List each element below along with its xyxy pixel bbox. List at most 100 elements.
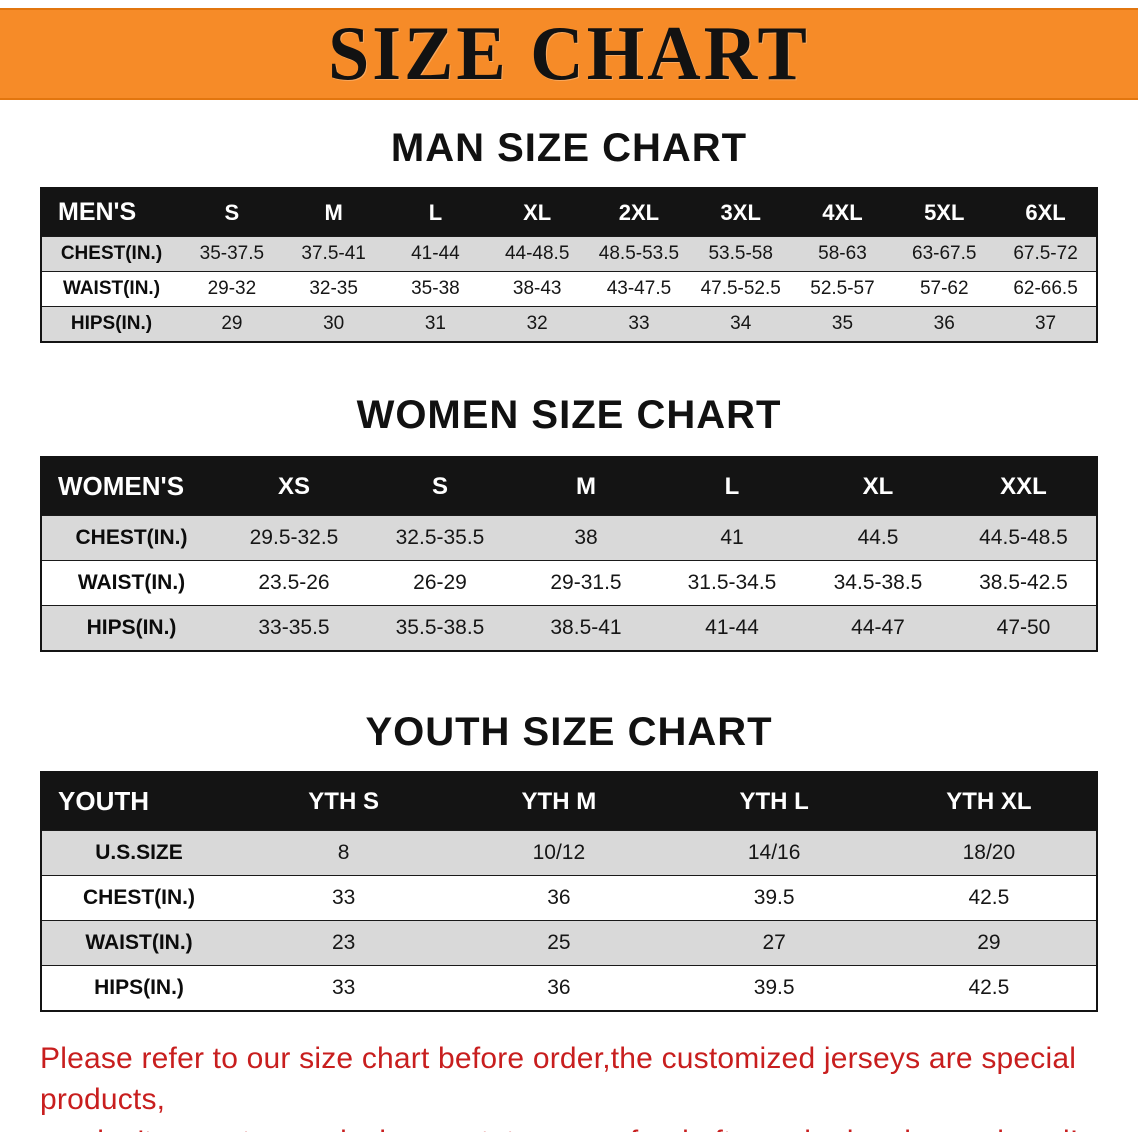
size-value: 38.5-41 (513, 605, 659, 651)
size-value: 37.5-41 (282, 236, 385, 272)
size-value: 23 (236, 920, 452, 966)
size-column-header: M (324, 199, 343, 225)
size-value: 35-37.5 (181, 236, 283, 272)
youth-size-table: YOUTH YTH S YTH M YTH L YTH XL U.S.SIZE 8 10/1… (40, 771, 1098, 1012)
size-value: 39.5 (666, 965, 882, 1011)
size-value: 34 (689, 306, 792, 342)
women-size-section: WOMEN SIZE CHART WOMEN'S XS S M L XL XXL CHEST… (0, 393, 1138, 652)
size-value: 44.5 (805, 515, 951, 561)
youth-size-section: YOUTH SIZE CHART YOUTH YTH S YTH M YTH L YTH… (0, 710, 1138, 1012)
men-size-section: MAN SIZE CHART MEN'S S M L XL 2XL 3XL 4XL 5XL 6XL… (0, 126, 1138, 343)
measurement-row: WAIST(IN.) 29-32 32-35 35-38 38-43 43-47.5 47.… (41, 271, 1097, 307)
size-column-header: XS (277, 472, 310, 500)
row-label: WAIST(IN.) (41, 560, 221, 606)
youth-section-heading: YOUTH SIZE CHART (365, 710, 773, 754)
size-value: 53.5-58 (689, 236, 792, 272)
size-value: 52.5-57 (791, 271, 894, 307)
size-column-header: 2XL (618, 199, 660, 225)
size-value: 47-50 (951, 605, 1097, 651)
policy-line-2: we don't accept cancel, change, teturn o… (40, 1121, 1098, 1132)
size-value: 39.5 (666, 875, 882, 921)
size-value: 36 (893, 306, 996, 342)
table-header-row: WOMEN'S XS S M L XL XXL (41, 457, 1097, 516)
table-corner-label: YOUTH (58, 786, 149, 816)
size-value: 32-35 (282, 271, 385, 307)
size-column-header: XXL (1000, 472, 1047, 500)
row-label: U.S.SIZE (41, 830, 236, 876)
size-value: 36 (451, 965, 667, 1011)
measurement-row: HIPS(IN.) 33 36 39.5 42.5 (41, 965, 1097, 1011)
row-label: CHEST(IN.) (41, 875, 236, 921)
size-column-header: 4XL (822, 199, 863, 225)
size-value: 30 (282, 306, 385, 342)
size-value: 33 (236, 965, 452, 1011)
size-value: 41 (659, 515, 805, 561)
women-section-heading: WOMEN SIZE CHART (356, 393, 782, 437)
size-value: 33 (236, 875, 452, 921)
size-value: 35.5-38.5 (367, 605, 513, 651)
size-value: 42.5 (881, 965, 1097, 1011)
size-value: 58-63 (791, 236, 894, 272)
size-value: 32 (486, 306, 589, 342)
size-value: 48.5-53.5 (588, 236, 690, 272)
size-value: 43-47.5 (588, 271, 690, 307)
size-value: 25 (451, 920, 667, 966)
row-label: WAIST(IN.) (41, 271, 181, 307)
table-header-row: YOUTH YTH S YTH M YTH L YTH XL (41, 772, 1097, 831)
size-column-header: L (724, 472, 740, 500)
size-value: 14/16 (666, 830, 882, 876)
measurement-row: U.S.SIZE 8 10/12 14/16 18/20 (41, 830, 1097, 876)
size-column-header: S (431, 472, 448, 500)
size-value: 67.5-72 (995, 236, 1097, 272)
size-value: 26-29 (367, 560, 513, 606)
size-value: 38.5-42.5 (951, 560, 1097, 606)
size-value: 57-62 (893, 271, 996, 307)
measurement-row: HIPS(IN.) 29 30 31 32 33 34 35 36 37 (41, 306, 1097, 342)
row-label: HIPS(IN.) (41, 605, 221, 651)
measurement-row: HIPS(IN.) 33-35.5 35.5-38.5 38.5-41 41-44 44-… (41, 605, 1097, 651)
size-value: 31 (384, 306, 487, 342)
size-column-header: 3XL (720, 199, 761, 225)
size-value: 8 (236, 830, 452, 876)
women-size-table: WOMEN'S XS S M L XL XXL CHEST(IN.) 29.5-32.5 32.… (40, 456, 1098, 652)
row-label: HIPS(IN.) (41, 965, 236, 1011)
row-label: CHEST(IN.) (41, 515, 221, 561)
size-column-header: YTH M (521, 787, 597, 815)
size-value: 32.5-35.5 (367, 515, 513, 561)
size-value: 29 (181, 306, 283, 342)
size-value: 41-44 (659, 605, 805, 651)
row-label: CHEST(IN.) (41, 236, 181, 272)
size-value: 29.5-32.5 (221, 515, 367, 561)
men-section-heading: MAN SIZE CHART (390, 126, 748, 170)
size-column-header: YTH XL (946, 787, 1032, 815)
men-size-table: MEN'S S M L XL 2XL 3XL 4XL 5XL 6XL CHEST(IN.) 35-3… (40, 187, 1098, 343)
size-value: 38 (513, 515, 659, 561)
size-value: 35-38 (384, 271, 487, 307)
size-column-header: L (428, 199, 443, 225)
size-value: 27 (666, 920, 882, 966)
table-corner-label: MEN'S (58, 198, 137, 226)
size-value: 33-35.5 (221, 605, 367, 651)
row-label: HIPS(IN.) (41, 306, 181, 342)
size-value: 63-67.5 (893, 236, 996, 272)
table-header-row: MEN'S S M L XL 2XL 3XL 4XL 5XL 6XL (41, 188, 1097, 237)
measurement-row: CHEST(IN.) 33 36 39.5 42.5 (41, 875, 1097, 921)
size-column-header: YTH L (739, 787, 809, 815)
size-chart-banner: SIZE CHART (0, 8, 1138, 100)
size-value: 36 (451, 875, 667, 921)
measurement-row: CHEST(IN.) 35-37.5 37.5-41 41-44 44-48.5 48.5… (41, 236, 1097, 272)
banner-title: SIZE CHART (328, 10, 810, 97)
size-column-header: 6XL (1025, 199, 1066, 225)
size-value: 62-66.5 (995, 271, 1097, 307)
size-value: 44-47 (805, 605, 951, 651)
size-value: 47.5-52.5 (689, 271, 792, 307)
row-label: WAIST(IN.) (41, 920, 236, 966)
size-value: 41-44 (384, 236, 487, 272)
size-value: 35 (791, 306, 894, 342)
measurement-row: CHEST(IN.) 29.5-32.5 32.5-35.5 38 41 44.5 44.5… (41, 515, 1097, 561)
measurement-row: WAIST(IN.) 23 25 27 29 (41, 920, 1097, 966)
size-value: 10/12 (451, 830, 667, 876)
table-corner-label: WOMEN'S (58, 471, 185, 501)
size-column-header: M (576, 472, 596, 500)
size-value: 33 (588, 306, 690, 342)
